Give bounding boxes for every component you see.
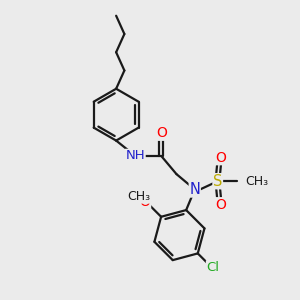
Text: O: O xyxy=(140,195,151,208)
Text: O: O xyxy=(215,151,226,165)
Text: Cl: Cl xyxy=(206,261,220,274)
Text: NH: NH xyxy=(125,149,145,162)
Text: N: N xyxy=(189,182,200,197)
Text: CH₃: CH₃ xyxy=(127,190,150,203)
Text: O: O xyxy=(156,126,167,140)
Text: S: S xyxy=(213,174,222,189)
Text: CH₃: CH₃ xyxy=(245,175,268,188)
Text: O: O xyxy=(215,198,226,212)
